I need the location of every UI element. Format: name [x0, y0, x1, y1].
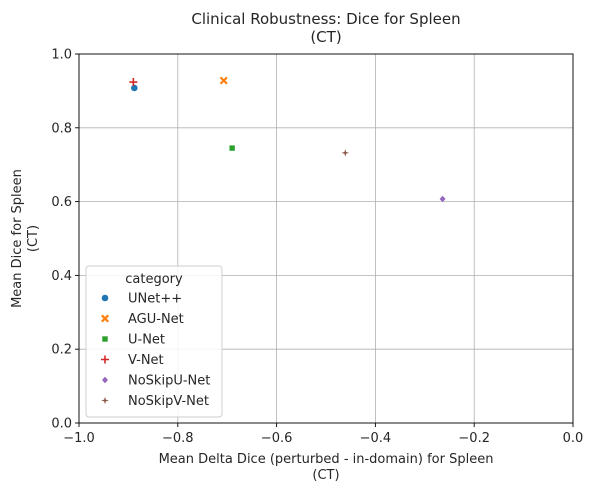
- y-tick-label: 1.0: [51, 48, 72, 63]
- data-points: [129, 76, 447, 203]
- y-axis-label-line-1: Mean Dice for Spleen: [10, 169, 25, 308]
- data-point-agu-net: [219, 76, 228, 85]
- legend-label: UNet++: [128, 292, 182, 307]
- chart-title-line-1: Clinical Robustness: Dice for Spleen: [191, 10, 460, 28]
- chart-title: Clinical Robustness: Dice for Spleen(CT): [191, 10, 460, 46]
- y-tick-label: 0.0: [51, 417, 72, 432]
- data-point-noskipv-net: [341, 149, 350, 157]
- y-axis-label-line-2: (CT): [26, 225, 41, 252]
- legend-marker-unet-: [101, 294, 109, 302]
- x-axis-ticks: −1.0 −0.8 −0.6 −0.4 −0.2 0.0: [63, 423, 583, 446]
- legend-label: U-Net: [128, 333, 165, 348]
- x-tick-label: 0.0: [563, 431, 584, 446]
- y-tick-label: 0.8: [51, 121, 72, 136]
- data-point-noskipu-net: [439, 195, 447, 203]
- legend-label: NoSkipV-Net: [128, 394, 209, 409]
- y-axis-ticks: 0.0 0.2 0.4 0.6 0.8 1.0: [51, 48, 79, 432]
- legend-marker-noskipu-net: [101, 376, 109, 384]
- legend-marker-noskipv-net: [101, 396, 109, 405]
- x-axis-label-line-2: (CT): [312, 468, 339, 483]
- data-point-unet-: [130, 84, 139, 92]
- x-tick-label: −0.4: [360, 431, 392, 446]
- y-tick-label: 0.4: [51, 269, 72, 284]
- legend-box: [85, 265, 223, 418]
- x-tick-label: −1.0: [63, 431, 95, 446]
- legend-label: NoSkipU-Net: [128, 374, 210, 389]
- x-tick-label: −0.8: [162, 431, 194, 446]
- legend-marker-v-net: [101, 355, 109, 364]
- x-tick-label: −0.6: [261, 431, 293, 446]
- y-tick-label: 0.2: [51, 343, 72, 358]
- chart-title-line-2: (CT): [310, 28, 341, 46]
- legend-title: category: [125, 272, 183, 287]
- data-point-v-net: [129, 78, 138, 87]
- legend-marker-u-net: [101, 335, 109, 343]
- y-tick-label: 0.6: [51, 195, 72, 210]
- x-axis-label: Mean Delta Dice (perturbed - in-domain) …: [159, 452, 494, 483]
- legend-marker-agu-net: [101, 314, 109, 323]
- data-point-u-net: [228, 144, 236, 152]
- legend-label: AGU-Net: [128, 312, 184, 327]
- legend: category UNet++ AGU-Net U-Net V-Net NoSkipU-N…: [85, 265, 223, 418]
- legend-label: V-Net: [128, 353, 164, 368]
- y-axis-label: Mean Dice for Spleen (CT): [10, 169, 41, 308]
- x-tick-label: −0.2: [458, 431, 490, 446]
- plot-area: [78, 53, 574, 424]
- x-axis-label-line-1: Mean Delta Dice (perturbed - in-domain) …: [159, 452, 494, 467]
